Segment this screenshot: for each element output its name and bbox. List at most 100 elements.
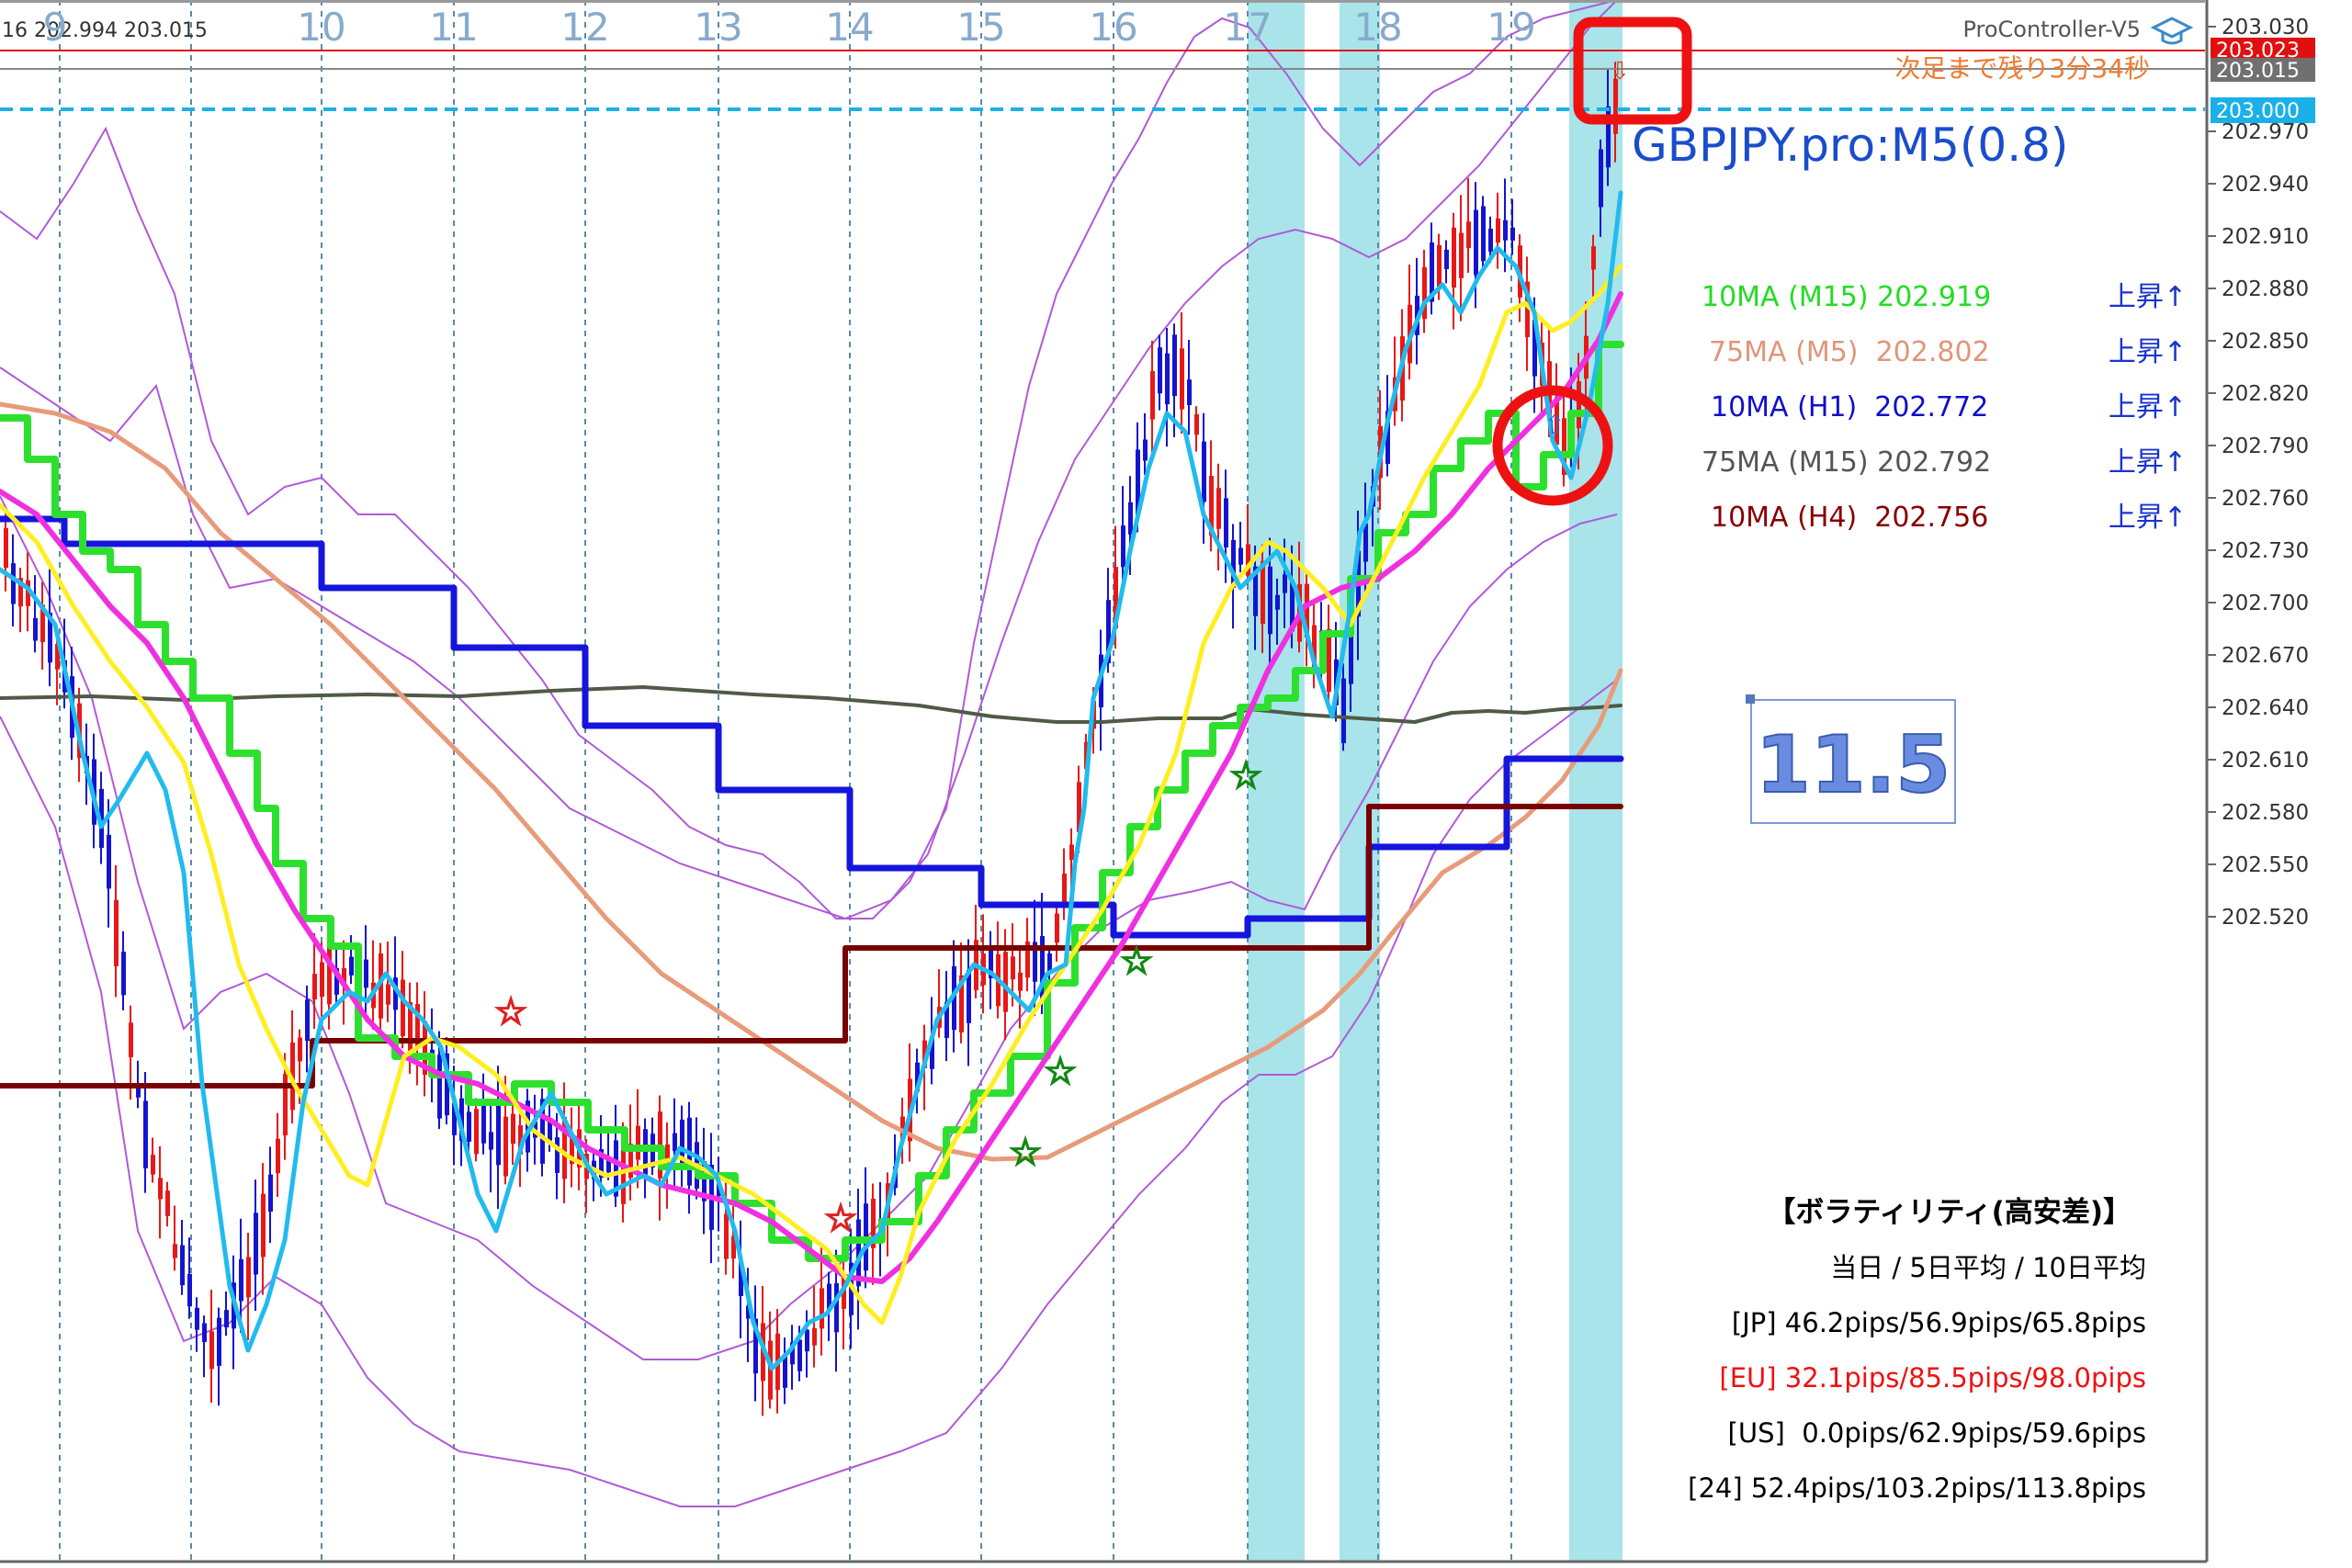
candle-body (165, 1190, 170, 1216)
ma-10-h4-line (0, 804, 1623, 1089)
candle-body (1452, 227, 1456, 288)
candlestick (195, 1297, 199, 1352)
candlestick (107, 799, 111, 928)
candlestick (790, 1325, 795, 1390)
volatility-row: [US] 0.0pips/62.9pips/59.6pips (1728, 1417, 2146, 1449)
candle-body (334, 967, 339, 995)
moving-averages (0, 190, 1624, 1371)
candle-body (496, 1103, 501, 1166)
candle-body (1444, 249, 1449, 269)
price-tick-label: 202.640 (2222, 696, 2309, 720)
candle-body (143, 1100, 148, 1168)
countdown-text: 次足まで残り3分34秒 (1895, 53, 2150, 84)
ma-magenta-line (0, 291, 1623, 1284)
candlestick (121, 931, 126, 1010)
candle-body (1525, 281, 1530, 338)
candle-body (261, 1193, 266, 1258)
candle-body (268, 1174, 273, 1213)
candle-body (812, 1327, 817, 1346)
hour-label: 9 (43, 5, 68, 50)
candlestick (239, 1218, 243, 1333)
candle-body (459, 1098, 464, 1142)
price-tag-bg (2211, 58, 2315, 82)
highlight-circle (1492, 385, 1613, 506)
candle-body (1114, 567, 1118, 629)
candlestick (812, 1285, 817, 1368)
candlestick (217, 1307, 221, 1406)
price-tick-label: 202.700 (2222, 592, 2309, 615)
candlestick (158, 1145, 163, 1239)
candle-body (805, 1329, 809, 1352)
ma-trend: 上昇↑ (2109, 281, 2187, 313)
candle-body (1231, 539, 1236, 588)
candle-body (1077, 782, 1081, 832)
candle-body (842, 1276, 846, 1309)
candle-body (1268, 566, 1272, 635)
candle-body (820, 1288, 824, 1329)
candlestick (1069, 828, 1074, 887)
price-tick-label: 202.670 (2222, 644, 2309, 668)
candlestick (276, 1112, 280, 1197)
candlestick (1194, 406, 1199, 452)
candle-body (922, 1040, 927, 1068)
ma-label: 10MA (H1) 202.772 (1711, 391, 1988, 423)
candle-body (540, 1099, 545, 1164)
candle-body (856, 1219, 861, 1287)
candlestick (173, 1205, 177, 1271)
candle-body (474, 1109, 479, 1155)
star-marker: ☆ (1044, 1051, 1077, 1093)
ma-panel: 10MA (M15) 202.919 上昇↑ 75MA (M5) 202.802… (1702, 281, 2187, 534)
candle-body (217, 1317, 221, 1366)
candle-body (99, 788, 104, 849)
candlestick (1202, 412, 1206, 544)
volatility-row: [24] 52.4pips/103.2pips/113.8pips (1688, 1472, 2146, 1504)
candlestick (379, 942, 383, 1034)
candle-body (959, 975, 964, 1032)
candle-body (1305, 583, 1309, 638)
candle-body (4, 527, 8, 569)
candle-body (1466, 221, 1471, 249)
candlestick (1562, 387, 1566, 487)
candle-body (1481, 206, 1486, 262)
candle-body (1555, 397, 1559, 446)
candle-body (254, 1213, 258, 1275)
candle-body (1385, 411, 1390, 465)
hour-label: 15 (956, 5, 1005, 50)
graduation-cap-icon[interactable] (2150, 17, 2194, 45)
candlestick (1422, 249, 1427, 333)
candlestick (1481, 196, 1486, 273)
candle-body (327, 942, 332, 1005)
ma-10-m15-line (0, 341, 1624, 1262)
candle-body (871, 1198, 876, 1248)
spread-box-handle[interactable] (1746, 694, 1755, 704)
candlestick (1180, 311, 1184, 434)
candlestick (1430, 222, 1434, 315)
candlestick (702, 1127, 707, 1235)
bollinger-upper-outer (0, 0, 1618, 919)
candle-body (1106, 600, 1111, 664)
candle-body (151, 1155, 155, 1175)
header: 16 202.994 203.015 9 10 11 12 13 14 15 1… (0, 0, 2205, 84)
candlestick (871, 1183, 876, 1285)
spread-box[interactable]: 11.5 (1746, 694, 1956, 824)
ma-lightblue-line (0, 190, 1623, 1371)
candlestick (114, 864, 119, 998)
candlestick (1055, 902, 1059, 962)
candle-body (562, 1116, 567, 1179)
candlestick (202, 1315, 207, 1378)
candlestick (1327, 604, 1331, 705)
spread-box-frame (1750, 699, 1956, 824)
candle-body (48, 612, 52, 663)
candle-body (511, 1113, 515, 1145)
hour-label: 12 (560, 5, 609, 50)
price-tag-bg (2211, 38, 2315, 62)
candle-body (1238, 547, 1243, 565)
candlestick (606, 1130, 611, 1180)
candle-body (555, 1137, 560, 1173)
candle-body (1194, 413, 1199, 435)
candlestick (1444, 240, 1449, 284)
candlestick (1150, 340, 1155, 457)
candle-body (834, 1283, 839, 1333)
ohlc-readout: 16 202.994 203.015 (2, 19, 208, 42)
